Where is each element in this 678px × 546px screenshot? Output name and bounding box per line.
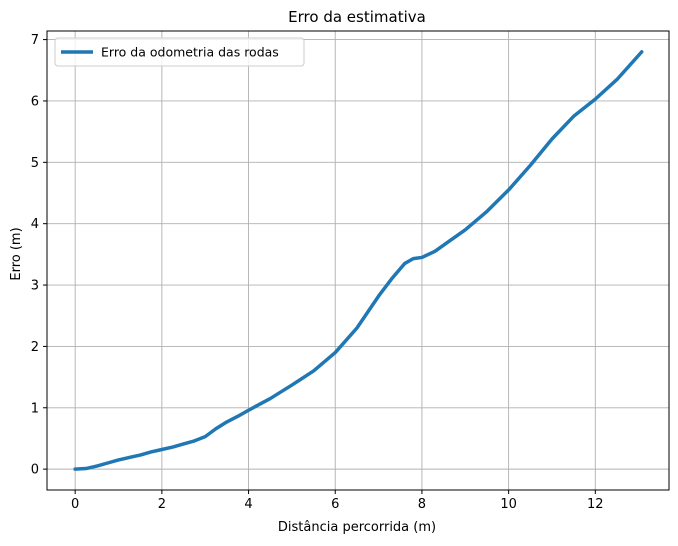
legend-box — [54, 37, 305, 67]
x-tick-label: 6 — [331, 497, 339, 512]
y-tick-label: 1 — [31, 401, 39, 416]
x-tick-label: 12 — [587, 497, 604, 512]
x-tick-label: 4 — [244, 497, 252, 512]
axes-frame — [46, 30, 670, 491]
x-tick-label: 10 — [500, 497, 517, 512]
y-axis-title: Erro (m) — [9, 227, 24, 280]
y-tick-label: 5 — [31, 156, 39, 171]
x-tick-label: 0 — [71, 497, 79, 512]
y-tick-label: 4 — [31, 217, 39, 232]
x-tick-label: 8 — [418, 497, 426, 512]
y-tick-label: 0 — [31, 463, 39, 478]
x-tick-label: 2 — [158, 497, 166, 512]
legend-label: Erro da odometria das rodas — [101, 45, 279, 60]
chart-title: Erro da estimativa — [288, 8, 426, 26]
legend: Erro da odometria das rodas — [54, 37, 305, 67]
x-axis-title: Distância percorrida (m) — [278, 520, 436, 535]
y-tick-label: 7 — [31, 33, 39, 48]
y-tick-label: 2 — [31, 340, 39, 355]
series-line — [73, 50, 644, 471]
y-tick-label: 6 — [31, 94, 39, 109]
y-tick-label: 3 — [31, 279, 39, 294]
